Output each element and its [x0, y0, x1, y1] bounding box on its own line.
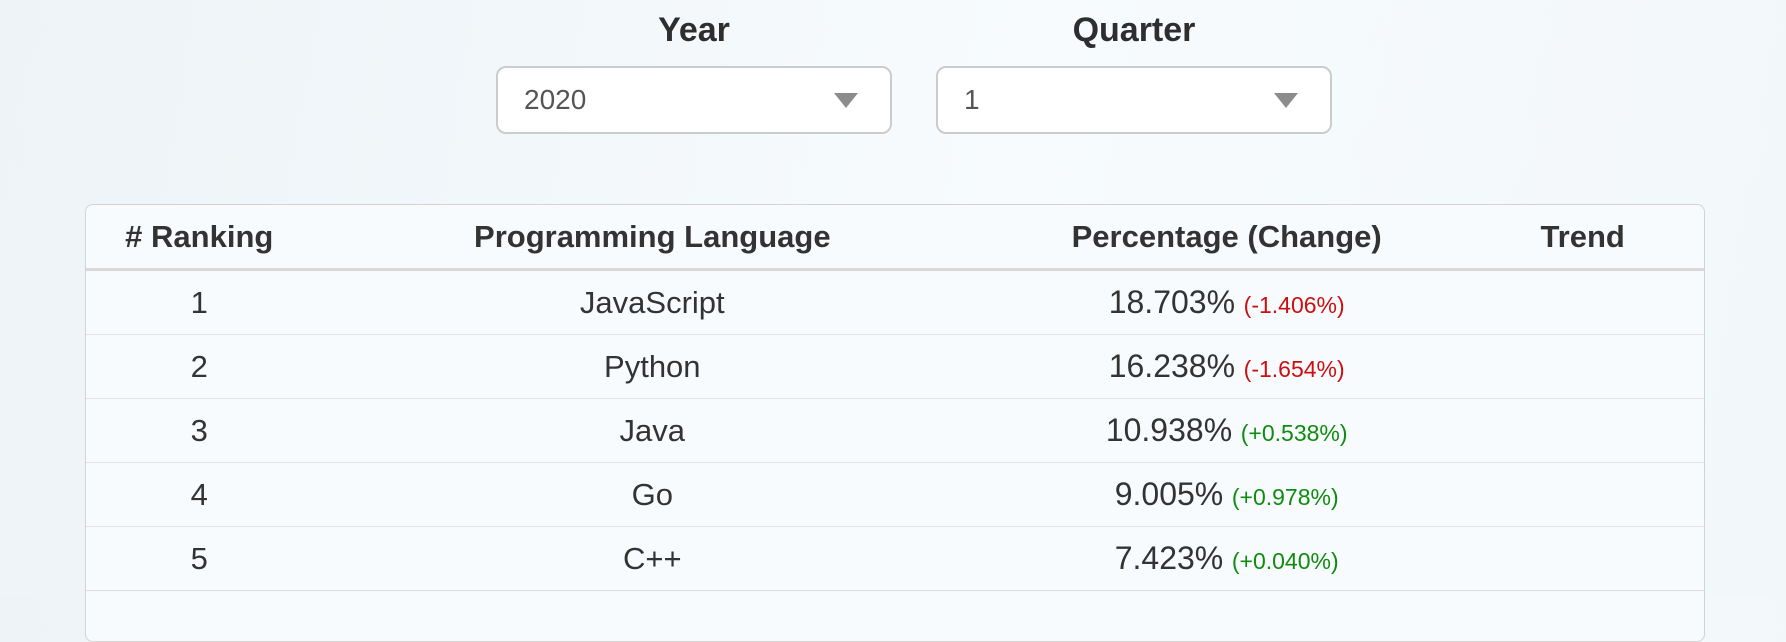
percentage-cell: 7.423% (+0.040%) [992, 526, 1462, 591]
language-cell: Go [312, 462, 993, 527]
quarter-select[interactable]: 1 [936, 66, 1332, 134]
table-row: 5 C++ 7.423% (+0.040%) [86, 526, 1704, 591]
trend-cell [1461, 270, 1704, 335]
ranking-table-card: # Ranking Programming Language Percentag… [85, 204, 1705, 642]
percentage-cell: 9.005% (+0.978%) [992, 462, 1462, 527]
percentage-change: (+0.040%) [1231, 548, 1339, 574]
filters-bar: Year 2020 Quarter 1 [21, 0, 1786, 134]
trend-cell [1461, 334, 1704, 399]
chevron-down-icon [834, 93, 858, 108]
year-filter: Year 2020 [496, 10, 892, 134]
language-cell: C++ [312, 526, 993, 591]
quarter-select-value: 1 [964, 84, 980, 115]
rank-cell: 1 [190, 284, 208, 320]
percentage-change: (+0.978%) [1231, 484, 1339, 510]
year-label: Year [658, 11, 730, 49]
ranking-table-body: 1 JavaScript 18.703% (-1.406%) 2 Python 16.23… [86, 270, 1704, 591]
trend-cell [1461, 526, 1704, 591]
chevron-down-icon [1274, 93, 1298, 108]
percentage-change: (-1.654%) [1243, 356, 1345, 382]
column-header-percentage: Percentage (Change) [992, 205, 1462, 271]
rank-cell: 3 [86, 398, 313, 463]
percentage-cell: 18.703% (-1.406%) [992, 270, 1461, 335]
percentage-change: (-1.406%) [1243, 292, 1345, 318]
table-row-partial [86, 590, 1704, 641]
percentage-value: 9.005% [1114, 476, 1224, 512]
percentage-value: 10.938% [1105, 412, 1233, 448]
language-cell: Java [312, 398, 993, 463]
column-header-ranking: # Ranking [86, 205, 313, 271]
rank-cell: 4 [86, 462, 313, 527]
rank-cell: 5 [86, 526, 313, 591]
trend-cell [1461, 398, 1704, 463]
table-row: 2 Python 16.238% (-1.654%) [86, 334, 1704, 399]
partial-row-cell [86, 590, 1704, 641]
language-cell: Python [312, 334, 993, 399]
table-row: 1 JavaScript 18.703% (-1.406%) [86, 270, 1704, 335]
table-row: 3 Java 10.938% (+0.538%) [86, 398, 1704, 463]
year-select-value: 2020 [524, 84, 587, 115]
quarter-filter: Quarter 1 [936, 10, 1332, 134]
table-header-row: # Ranking Programming Language Percentag… [86, 205, 1704, 271]
percentage-cell: 16.238% (-1.654%) [992, 334, 1462, 399]
percentage-value: 16.238% [1108, 348, 1236, 384]
rank-cell: 2 [86, 334, 313, 399]
column-header-language: Programming Language [312, 205, 993, 271]
percentage-value: 18.703% [1108, 284, 1236, 320]
percentage-change: (+0.538%) [1240, 420, 1348, 446]
quarter-label: Quarter [1072, 11, 1196, 49]
percentage-cell: 10.938% (+0.538%) [992, 398, 1462, 463]
percentage-value: 7.423% [1114, 540, 1224, 576]
ranking-table: # Ranking Programming Language Percentag… [86, 205, 1704, 641]
trend-cell [1461, 462, 1704, 527]
year-select[interactable]: 2020 [496, 66, 892, 134]
table-row: 4 Go 9.005% (+0.978%) [86, 462, 1704, 527]
column-header-trend: Trend [1461, 205, 1704, 271]
language-cell: JavaScript [579, 284, 725, 320]
